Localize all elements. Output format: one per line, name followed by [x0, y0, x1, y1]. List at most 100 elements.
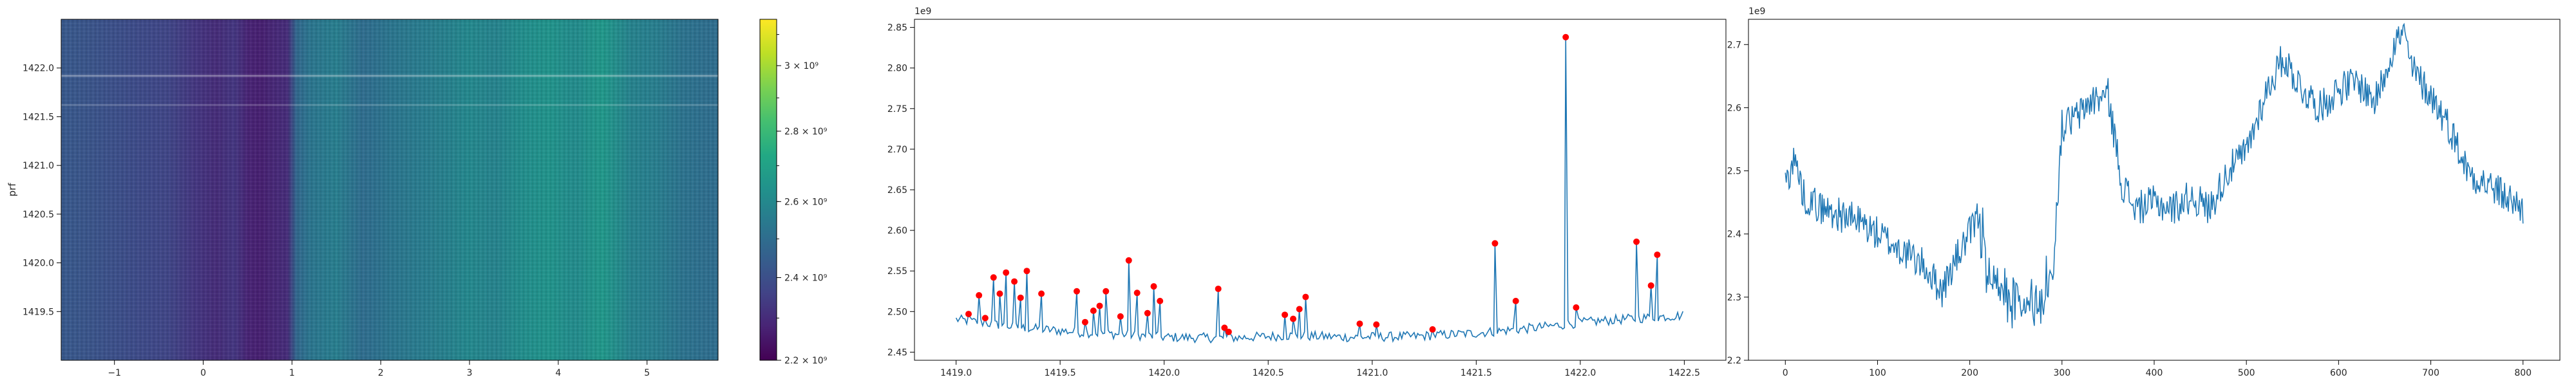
peak-marker [1150, 283, 1157, 290]
series-line [1785, 23, 2524, 329]
colorbar [759, 19, 777, 361]
peaks-x-tick-label: 1421.5 [1461, 368, 1492, 378]
heatmap-x-tick-label: 5 [644, 368, 650, 378]
peaks-x-tick-label: 1422.5 [1669, 368, 1700, 378]
peak-marker [1144, 309, 1151, 317]
peaks-x-tick-label: 1422.0 [1564, 368, 1596, 378]
peaks-y-tick-label: 2.65 [887, 185, 907, 196]
heatmap-x-tick-label: 4 [555, 368, 561, 378]
peaks-x-tick-label: 1421.0 [1356, 368, 1388, 378]
peaks-x-tick-label: 1420.5 [1253, 368, 1284, 378]
peak-marker [1296, 306, 1303, 313]
peaks-offset-text: 1e9 [914, 6, 931, 17]
peak-marker [1654, 251, 1661, 258]
series-y-tick-label: 2.2 [1727, 356, 1741, 366]
series-x-tick-label: 100 [1869, 368, 1886, 378]
series-x-tick-label: 600 [2330, 368, 2347, 378]
series-x-tick-label: 800 [2514, 368, 2532, 378]
peaks-line-panel: 1419.0 1419.5 1420.0 1420.5 1421.0 1421.5 1422… [887, 6, 1727, 378]
peak-marker [1023, 268, 1030, 275]
peaks-y-tick-label: 2.55 [887, 266, 907, 277]
peak-marker [1302, 293, 1309, 300]
series-x-tick-label: 0 [1783, 368, 1788, 378]
heatmap-x-axis: −1 0 1 2 3 4 5 [108, 360, 650, 378]
series-line-panel: 0 100 200 300 400 500 600 700 800 2.22.32.42.52.… [1727, 6, 2561, 378]
peaks-y-tick-label: 2.85 [887, 23, 907, 33]
peak-marker [1221, 324, 1228, 331]
peaks-y-tick-label: 2.80 [887, 64, 907, 74]
heatmap-y-tick-label: 1421.0 [23, 161, 54, 171]
colorbar-tick-label: 2.4 × 10⁹ [784, 273, 828, 284]
peak-marker [1562, 33, 1569, 41]
peak-marker [1133, 290, 1141, 297]
peak-marker [1429, 326, 1436, 333]
peaks-series-line [955, 37, 1684, 344]
series-y-tick-label: 2.5 [1727, 167, 1741, 177]
peak-marker [1290, 315, 1296, 322]
heatmap-y-tick-label: 1421.5 [23, 112, 54, 122]
series-plot-frame [1748, 19, 2561, 361]
series-x-tick-label: 500 [2238, 368, 2255, 378]
heatmap-y-tick-label: 1420.0 [23, 259, 54, 269]
peak-marker [1282, 311, 1289, 318]
peaks-x-tick-label: 1420.0 [1148, 368, 1180, 378]
peak-marker [1225, 328, 1232, 335]
peak-marker [1356, 320, 1363, 327]
heatmap-y-tick-label: 1419.5 [23, 307, 54, 317]
series-x-axis: 0 100 200 300 400 500 600 700 800 [1783, 360, 2532, 378]
heatmap-frame [61, 19, 719, 361]
peak-marker [976, 292, 983, 299]
peak-marker [1373, 321, 1380, 328]
peaks-x-axis: 1419.0 1419.5 1420.0 1420.5 1421.0 1421.5 1422… [940, 360, 1700, 378]
peaks-x-tick-label: 1419.0 [940, 368, 972, 378]
peak-marker [1512, 297, 1519, 304]
peaks-markers [965, 33, 1661, 335]
peaks-y-tick-label: 2.75 [887, 104, 907, 115]
heatmap-x-tick-label: 1 [289, 368, 295, 378]
peak-marker [990, 274, 997, 281]
peak-marker [965, 311, 972, 318]
peak-marker [1081, 318, 1088, 326]
series-y-axis: 2.2 2.3 2.4 2.5 2.6 2.7 [1727, 40, 1748, 366]
colorbar-tick-label: 2.2 × 10⁹ [784, 356, 828, 366]
series-x-tick-label: 700 [2422, 368, 2439, 378]
series-x-tick-label: 200 [1961, 368, 1978, 378]
colorbar-tick-label: 2.6 × 10⁹ [784, 197, 828, 207]
peak-marker [1017, 294, 1024, 301]
colorbar-tick-label: 3 × 10⁹ [784, 61, 819, 71]
peak-marker [1117, 313, 1124, 320]
heatmap-x-tick-label: 2 [378, 368, 384, 378]
heatmap-column-texture [61, 19, 718, 360]
series-y-tick-label: 2.7 [1727, 40, 1741, 50]
series-y-tick-label: 2.6 [1727, 103, 1741, 113]
heatmap-y-tick-label: 1422.0 [23, 64, 54, 74]
heatmap-y-axis: 1419.5 1420.0 1420.5 1421.0 1421.5 1422.0 [23, 64, 61, 317]
peak-marker [981, 315, 989, 322]
heatmap-bright-row [61, 104, 718, 106]
peak-marker [1103, 288, 1110, 295]
heatmap-bright-row [61, 75, 718, 77]
peak-marker [1096, 302, 1103, 309]
heatmap-x-tick-label: −1 [108, 368, 121, 378]
peak-marker [1157, 297, 1164, 304]
heatmap-y-tick-label: 1420.5 [23, 210, 54, 220]
colorbar-axis: 2.2 × 10⁹ 2.4 × 10⁹ 2.6 × 10⁹ 2.8 × 10⁹ 3 × … [777, 34, 828, 366]
series-y-tick-label: 2.3 [1727, 293, 1741, 303]
colorbar-tick-label: 2.8 × 10⁹ [784, 127, 828, 137]
heatmap-bright-rows [61, 75, 718, 106]
series-offset-text: 1e9 [1748, 6, 1765, 17]
peaks-y-tick-label: 2.50 [887, 307, 907, 317]
series-x-tick-label: 400 [2146, 368, 2163, 378]
peak-marker [1647, 282, 1654, 289]
peak-marker [1492, 240, 1499, 247]
peak-marker [1125, 257, 1132, 264]
heatmap-y-axis-label: prf [6, 183, 18, 197]
series-y-tick-label: 2.4 [1727, 230, 1741, 240]
heatmap-x-tick-label: 3 [467, 368, 473, 378]
peak-marker [1003, 269, 1010, 276]
peaks-y-tick-label: 2.45 [887, 347, 907, 358]
series-x-tick-label: 300 [2053, 368, 2070, 378]
peak-marker [1038, 290, 1045, 297]
peak-marker [996, 290, 1003, 297]
peak-marker [1011, 278, 1018, 285]
